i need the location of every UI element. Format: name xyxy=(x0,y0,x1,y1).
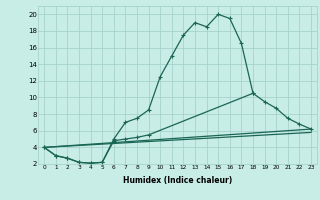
X-axis label: Humidex (Indice chaleur): Humidex (Indice chaleur) xyxy=(123,176,232,185)
